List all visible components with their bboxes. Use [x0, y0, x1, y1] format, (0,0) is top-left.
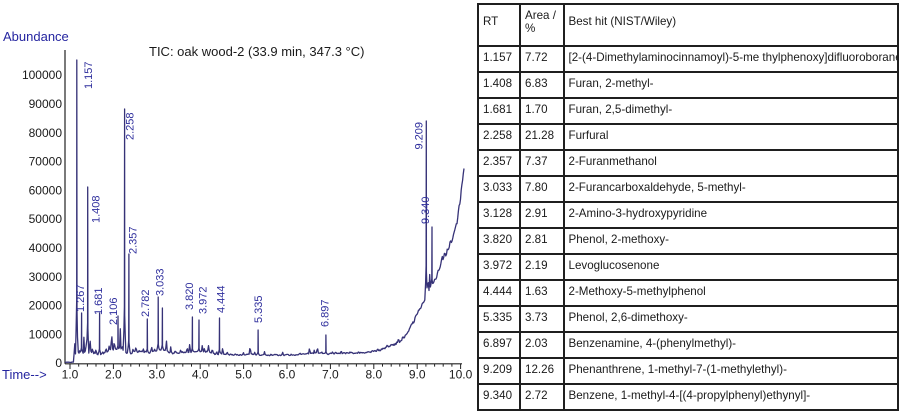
svg-text:1.157: 1.157 — [83, 61, 95, 89]
svg-text:7.0: 7.0 — [322, 368, 339, 382]
svg-text:50000: 50000 — [29, 212, 63, 226]
svg-text:9.0: 9.0 — [409, 368, 426, 382]
svg-text:2.782: 2.782 — [140, 289, 152, 317]
svg-text:3.0: 3.0 — [148, 368, 165, 382]
svg-text:8.0: 8.0 — [365, 368, 382, 382]
svg-text:Abundance: Abundance — [3, 29, 69, 44]
svg-text:5.335: 5.335 — [253, 295, 265, 323]
svg-text:4.444: 4.444 — [216, 285, 228, 313]
svg-text:5.0: 5.0 — [235, 368, 252, 382]
svg-text:6.0: 6.0 — [279, 368, 296, 382]
svg-text:2.106: 2.106 — [108, 297, 120, 325]
svg-text:0: 0 — [55, 356, 62, 370]
svg-text:2.357: 2.357 — [128, 226, 140, 254]
svg-text:3.820: 3.820 — [184, 282, 196, 310]
svg-text:90000: 90000 — [29, 97, 63, 111]
svg-text:Time-->: Time--> — [2, 367, 47, 382]
svg-text:TIC: oak wood-2 (33.9 min, 347: TIC: oak wood-2 (33.9 min, 347.3 °C) — [149, 44, 364, 59]
svg-text:9.209: 9.209 — [414, 122, 426, 150]
svg-text:1.0: 1.0 — [62, 368, 79, 382]
svg-text:20000: 20000 — [29, 299, 63, 313]
svg-text:9.340: 9.340 — [420, 196, 432, 224]
svg-text:2.258: 2.258 — [125, 112, 137, 140]
svg-text:3.033: 3.033 — [155, 268, 167, 296]
svg-text:4.0: 4.0 — [192, 368, 209, 382]
svg-text:30000: 30000 — [29, 270, 63, 284]
svg-text:1.681: 1.681 — [93, 287, 105, 315]
svg-text:1.267: 1.267 — [75, 284, 87, 312]
svg-text:100000: 100000 — [22, 68, 62, 82]
svg-text:10.0: 10.0 — [449, 368, 473, 382]
svg-text:60000: 60000 — [29, 183, 63, 197]
svg-text:2.0: 2.0 — [105, 368, 122, 382]
svg-text:10000: 10000 — [29, 327, 63, 341]
svg-text:3.972: 3.972 — [197, 286, 209, 314]
svg-text:40000: 40000 — [29, 241, 63, 255]
svg-text:6.897: 6.897 — [319, 299, 331, 327]
svg-text:80000: 80000 — [29, 126, 63, 140]
svg-text:1.408: 1.408 — [91, 195, 103, 223]
svg-text:70000: 70000 — [29, 155, 63, 169]
